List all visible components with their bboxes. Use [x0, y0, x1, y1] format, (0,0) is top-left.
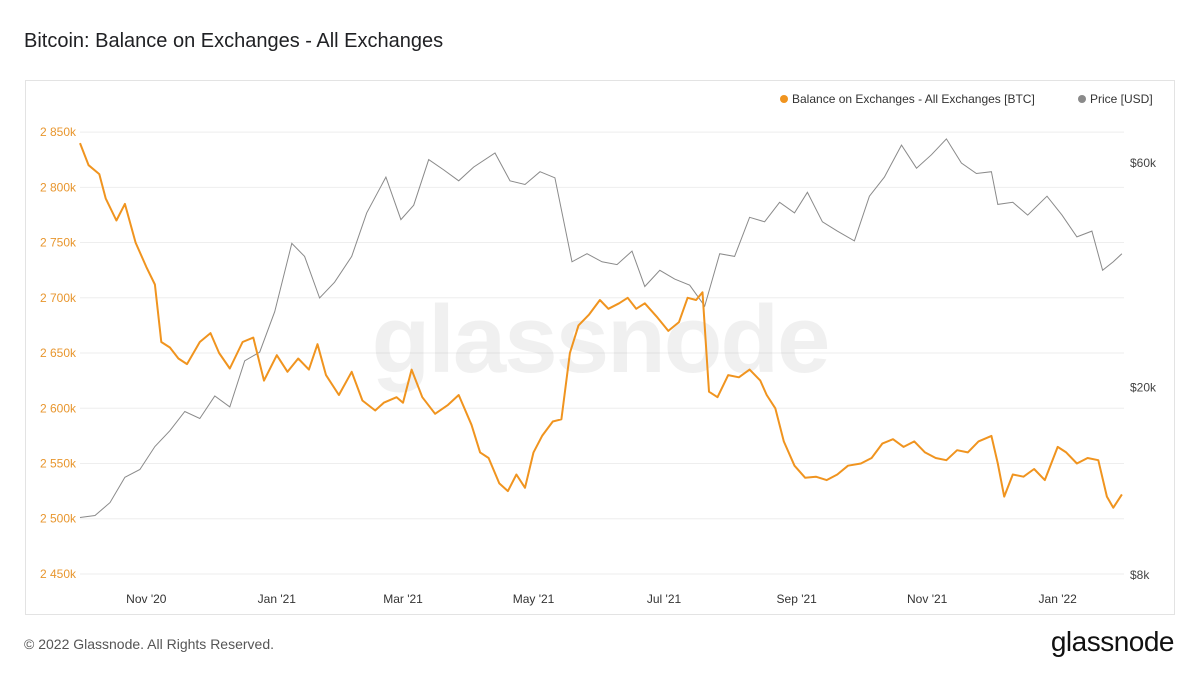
- right-tick-label: $20k: [1130, 381, 1157, 395]
- left-axis-ticks: 2 450k 2 500k 2 550k 2 600k 2 650k 2 700k 2 75…: [40, 125, 77, 581]
- chart-svg: glassnode 2 450k 2 500k 2 550k 2 600k 2 650k…: [40, 92, 1157, 606]
- balance-series-layer: [79, 142, 1123, 509]
- x-tick-label: Sep '21: [777, 592, 818, 606]
- left-tick-label: 2 500k: [40, 512, 77, 526]
- left-tick-label: 2 700k: [40, 291, 77, 305]
- right-tick-label: $8k: [1130, 568, 1150, 582]
- watermark: glassnode: [372, 286, 829, 393]
- page-title: Bitcoin: Balance on Exchanges - All Exch…: [24, 30, 444, 52]
- x-tick-label: May '21: [513, 592, 555, 606]
- left-tick-label: 2 450k: [40, 567, 77, 581]
- legend-item-balance: Balance on Exchanges - All Exchanges [BT…: [780, 92, 1035, 106]
- legend-marker-balance: [780, 95, 788, 103]
- left-tick-label: 2 850k: [40, 125, 77, 139]
- x-tick-label: Jul '21: [647, 592, 682, 606]
- brand-logo[interactable]: glassnode: [1050, 626, 1175, 657]
- balance-line: [79, 142, 1123, 509]
- legend-label-balance: Balance on Exchanges - All Exchanges [BT…: [792, 92, 1035, 106]
- chart-panel: [25, 80, 1175, 615]
- right-tick-label: $60k: [1130, 156, 1157, 170]
- x-tick-label: Nov '21: [907, 592, 948, 606]
- x-tick-label: Jan '22: [1039, 592, 1078, 606]
- left-tick-label: 2 600k: [40, 401, 77, 415]
- legend-label-price: Price [USD]: [1090, 92, 1153, 106]
- legend-marker-price: [1078, 95, 1086, 103]
- copyright-text: © 2022 Glassnode. All Rights Reserved.: [24, 636, 275, 652]
- gridlines: [80, 131, 1124, 575]
- x-tick-label: Mar '21: [383, 592, 423, 606]
- left-tick-label: 2 650k: [40, 346, 77, 360]
- right-axis-ticks: $8k $20k $60k: [1130, 156, 1157, 582]
- legend[interactable]: Balance on Exchanges - All Exchanges [BT…: [780, 92, 1153, 106]
- price-line: [79, 138, 1123, 518]
- left-tick-label: 2 550k: [40, 456, 77, 470]
- left-tick-label: 2 750k: [40, 236, 77, 250]
- left-tick-label: 2 800k: [40, 180, 77, 194]
- x-tick-label: Nov '20: [126, 592, 167, 606]
- price-series-layer: [79, 138, 1123, 518]
- legend-item-price: Price [USD]: [1078, 92, 1153, 106]
- x-tick-label: Jan '21: [258, 592, 297, 606]
- x-axis-ticks: Nov '20 Jan '21 Mar '21 May '21 Jul '21 Sep '…: [126, 592, 1077, 606]
